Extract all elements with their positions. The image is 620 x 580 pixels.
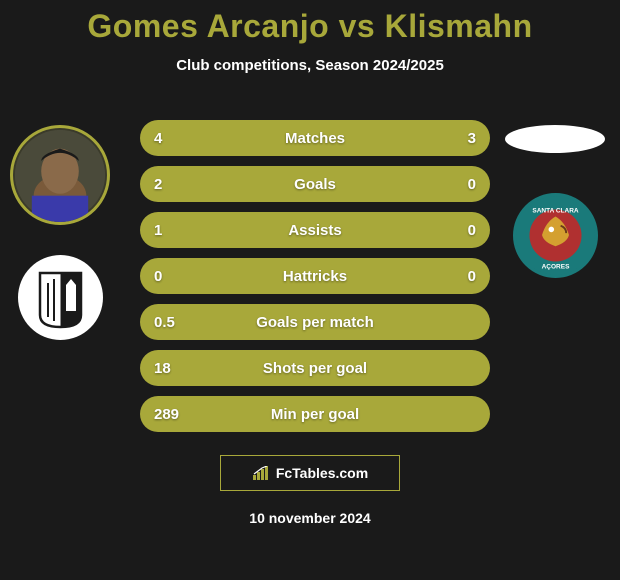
watermark-text: FcTables.com: [276, 465, 368, 481]
stat-label: Goals per match: [256, 314, 374, 331]
stat-label: Assists: [288, 222, 341, 239]
player2-avatar: [505, 125, 605, 153]
stat-left-value: 0.5: [154, 314, 175, 331]
chart-icon: [252, 466, 270, 481]
stat-label: Matches: [285, 130, 345, 147]
svg-text:AÇORES: AÇORES: [542, 263, 570, 270]
comparison-card: Gomes Arcanjo vs Klismahn Club competiti…: [0, 0, 620, 580]
stat-row: 1 Assists 0: [140, 212, 490, 248]
player2-column: SANTA CLARA AÇORES: [505, 125, 605, 278]
stat-left-value: 4: [154, 130, 162, 147]
stat-right-value: 0: [468, 176, 476, 193]
club1-crest-icon: [18, 255, 103, 340]
stat-label: Min per goal: [271, 406, 359, 423]
player1-column: [10, 125, 110, 340]
svg-text:SANTA CLARA: SANTA CLARA: [532, 208, 579, 215]
stat-label: Hattricks: [283, 268, 347, 285]
stat-right-value: 3: [468, 130, 476, 147]
stat-row: 0.5 Goals per match: [140, 304, 490, 340]
stat-label: Shots per goal: [263, 360, 367, 377]
stat-right-value: 0: [468, 222, 476, 239]
page-title: Gomes Arcanjo vs Klismahn: [0, 8, 620, 45]
watermark: FcTables.com: [220, 455, 400, 491]
player1-club-badge: [18, 255, 103, 340]
subtitle: Club competitions, Season 2024/2025: [0, 57, 620, 74]
player1-avatar: [10, 125, 110, 225]
stat-row: 0 Hattricks 0: [140, 258, 490, 294]
stat-left-value: 18: [154, 360, 171, 377]
stat-row: 18 Shots per goal: [140, 350, 490, 386]
stat-bars: 4 Matches 3 2 Goals 0 1 Assists 0 0 Hatt…: [140, 120, 490, 442]
stat-left-value: 0: [154, 268, 162, 285]
stat-row: 2 Goals 0: [140, 166, 490, 202]
stat-right-value: 0: [468, 268, 476, 285]
stat-left-value: 2: [154, 176, 162, 193]
stat-label: Goals: [294, 176, 336, 193]
stat-left-value: 1: [154, 222, 162, 239]
date-text: 10 november 2024: [249, 510, 370, 526]
player1-face-icon: [13, 128, 107, 222]
player2-club-badge: SANTA CLARA AÇORES: [513, 193, 598, 278]
stat-row: 289 Min per goal: [140, 396, 490, 432]
stat-left-value: 289: [154, 406, 179, 423]
club2-crest-icon: SANTA CLARA AÇORES: [516, 193, 595, 278]
stat-row: 4 Matches 3: [140, 120, 490, 156]
